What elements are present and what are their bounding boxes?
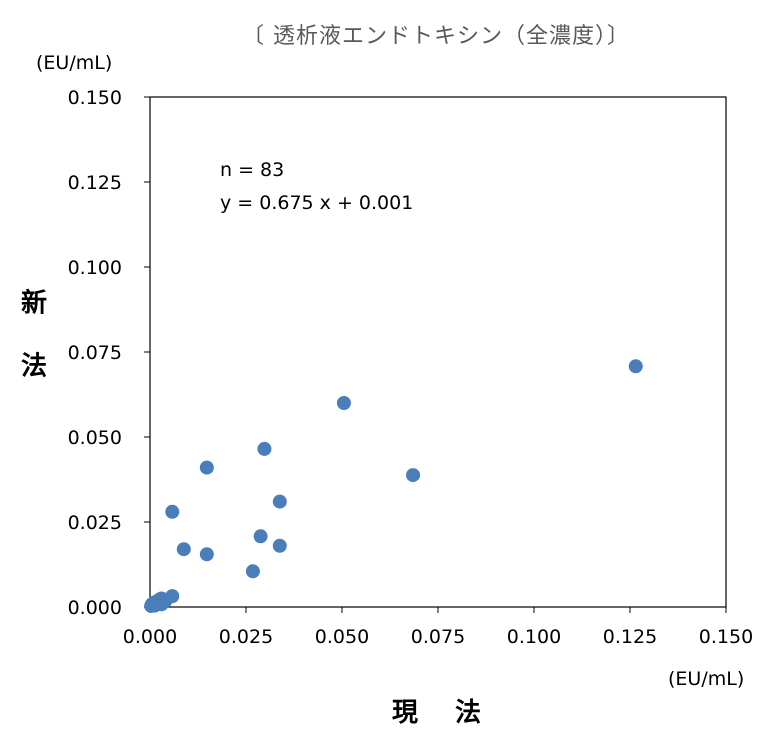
y-tick-label: 0.025 [68, 512, 122, 534]
data-point [165, 504, 180, 519]
data-point [628, 359, 643, 374]
y-axis-ticks: 0.000 0.025 0.050 0.075 0.100 0.125 0.150 [68, 87, 150, 619]
y-tick-label: 0.075 [68, 342, 122, 364]
x-tick-label: 0.075 [411, 626, 465, 648]
y-tick-label: 0.000 [68, 597, 122, 619]
x-tick-label: 0.000 [123, 626, 177, 648]
x-tick-label: 0.050 [315, 626, 369, 648]
x-tick-label: 0.025 [219, 626, 273, 648]
data-point [336, 396, 351, 410]
y-tick-label: 0.150 [68, 87, 122, 109]
annotation-n: n = 83 [220, 159, 284, 181]
y-axis-unit: (EU/mL) [36, 52, 113, 74]
y-tick-label: 0.050 [68, 427, 122, 449]
chart-title: 〔 透析液エンドトキシン（全濃度）〕 [242, 24, 630, 49]
x-axis-ticks: 0.000 0.025 0.050 0.075 0.100 0.125 0.150 [123, 607, 753, 648]
data-point [257, 441, 272, 456]
data-point [165, 589, 180, 604]
data-point [272, 494, 287, 509]
x-axis-label: 現 法 [392, 698, 496, 728]
y-axis-label: 新 法 [16, 288, 47, 392]
data-point [245, 564, 260, 579]
x-axis-unit: (EU/mL) [668, 668, 745, 690]
data-point [272, 538, 287, 553]
y-tick-label: 0.125 [68, 172, 122, 194]
y-tick-label: 0.100 [68, 257, 122, 279]
x-tick-label: 0.100 [507, 626, 561, 648]
x-tick-label: 0.150 [699, 626, 753, 648]
data-point [253, 529, 268, 544]
data-points [144, 359, 643, 613]
x-tick-label: 0.125 [603, 626, 657, 648]
data-point [199, 547, 214, 562]
annotation-regression: y = 0.675 x + 0.001 [220, 192, 413, 214]
data-point [199, 460, 214, 475]
data-point [406, 468, 421, 483]
data-point [176, 542, 191, 557]
